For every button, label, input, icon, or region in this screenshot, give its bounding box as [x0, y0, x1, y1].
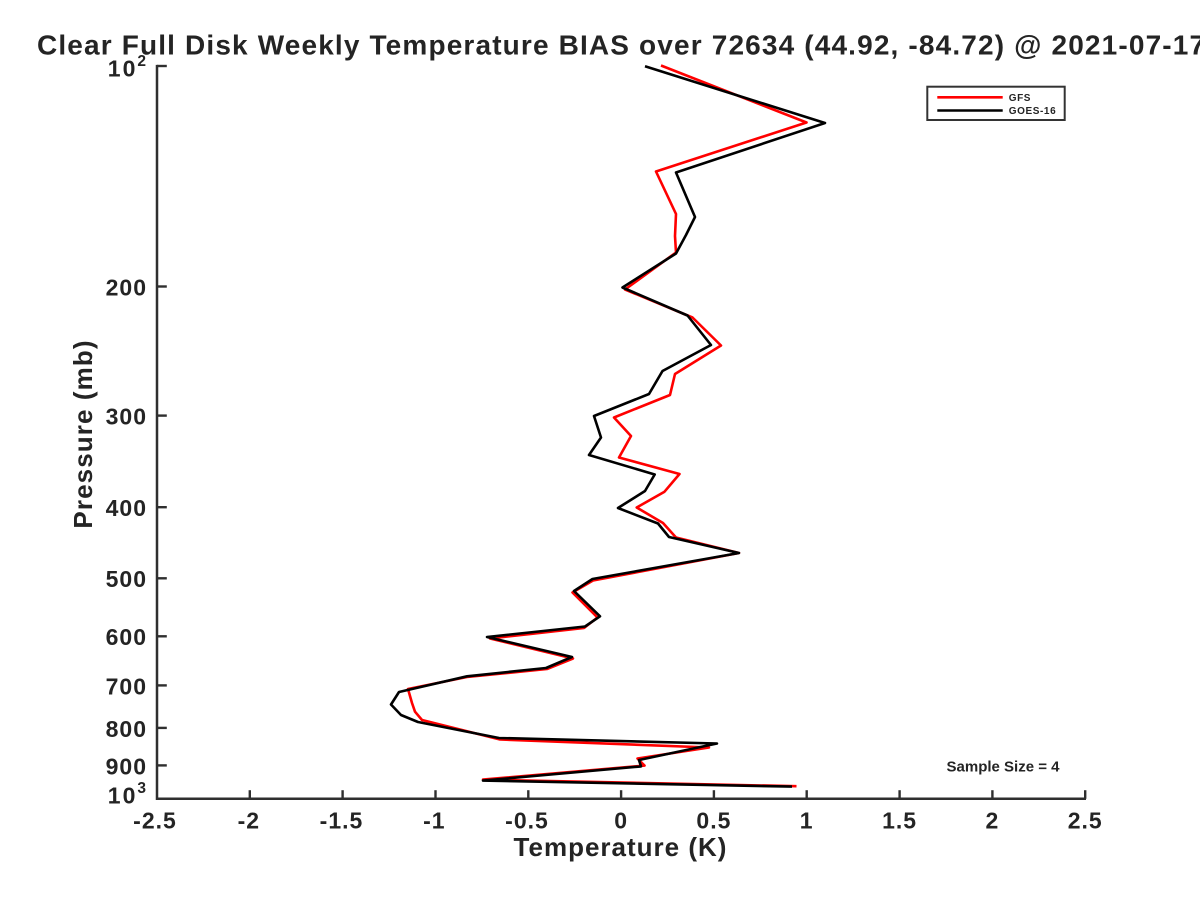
svg-text:600: 600 — [106, 624, 147, 650]
svg-text:800: 800 — [106, 716, 147, 742]
svg-text:1: 1 — [800, 808, 814, 834]
svg-text:Sample Size = 4: Sample Size = 4 — [947, 759, 1061, 776]
svg-text:300: 300 — [106, 404, 147, 430]
svg-text:400: 400 — [106, 495, 147, 521]
svg-text:GFS: GFS — [1009, 93, 1031, 104]
svg-text:-1.5: -1.5 — [320, 808, 364, 834]
svg-text:0.5: 0.5 — [696, 808, 731, 834]
svg-text:Pressure (mb): Pressure (mb) — [68, 339, 98, 528]
svg-text:2.5: 2.5 — [1068, 808, 1103, 834]
svg-text:500: 500 — [106, 566, 147, 592]
svg-text:Temperature (K): Temperature (K) — [514, 832, 728, 862]
svg-text:Clear Full Disk Weekly Tempera: Clear Full Disk Weekly Temperature BIAS … — [37, 30, 1200, 61]
svg-text:200: 200 — [106, 274, 147, 300]
svg-text:700: 700 — [106, 673, 147, 699]
svg-text:-2: -2 — [238, 808, 260, 834]
svg-text:900: 900 — [106, 753, 147, 779]
svg-text:0: 0 — [614, 808, 628, 834]
svg-text:2: 2 — [986, 808, 1000, 834]
svg-text:-1: -1 — [423, 808, 445, 834]
svg-text:GOES-16: GOES-16 — [1009, 106, 1057, 117]
svg-text:-2.5: -2.5 — [133, 808, 177, 834]
svg-text:1.5: 1.5 — [882, 808, 917, 834]
svg-text:-0.5: -0.5 — [505, 808, 549, 834]
